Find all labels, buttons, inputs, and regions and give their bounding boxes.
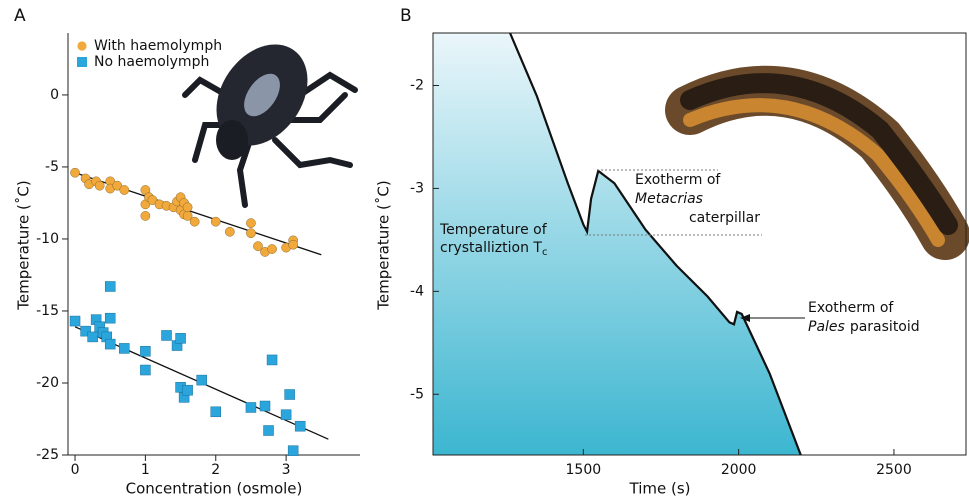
annotation-part: Pales <box>808 319 845 335</box>
point <box>95 181 104 190</box>
point <box>211 407 221 417</box>
point <box>140 365 150 375</box>
x-tick-label: 2 <box>211 462 220 478</box>
annotation-part: c <box>542 247 548 258</box>
x-tick-label: 1 <box>141 462 150 478</box>
point <box>260 401 270 411</box>
y-tick-label: -5 <box>410 386 424 402</box>
point <box>295 421 305 431</box>
page: {"chart_data": [ {"type": "scatter", "pa… <box>0 0 969 500</box>
point <box>105 339 115 349</box>
point <box>105 313 115 323</box>
point <box>141 211 150 220</box>
panel-label: B <box>400 6 412 26</box>
y-tick-label: -2 <box>410 77 424 93</box>
point <box>246 219 255 228</box>
point <box>183 203 192 212</box>
y-tick-label: -4 <box>410 283 424 299</box>
point <box>70 316 80 326</box>
annotation: crystalliztion Tc <box>440 240 547 258</box>
x-axis-label: Time (s) <box>629 480 691 498</box>
x-tick-label: 1500 <box>566 462 602 478</box>
point <box>119 343 129 353</box>
y-axis-label: Temperature (˚C) <box>15 180 33 310</box>
annotation-part: crystalliztion T <box>440 240 542 256</box>
legend-marker <box>77 57 87 67</box>
annotation: Temperature of <box>439 222 548 238</box>
x-tick-label: 0 <box>71 462 80 478</box>
y-tick-label: -20 <box>36 375 59 391</box>
point <box>120 185 129 194</box>
x-tick-label: 3 <box>282 462 291 478</box>
x-tick-label: 2500 <box>876 462 912 478</box>
point <box>183 385 193 395</box>
x-axis-label: Concentration (osmole) <box>126 480 303 498</box>
y-tick-label: 0 <box>50 87 59 103</box>
y-tick-label: -15 <box>36 303 59 319</box>
y-tick-label: -5 <box>45 159 59 175</box>
point <box>225 227 234 236</box>
point <box>197 375 207 385</box>
point <box>289 240 298 249</box>
point <box>285 390 295 400</box>
annotation-part: parasitoid <box>850 319 920 335</box>
point <box>88 332 98 342</box>
figure: A B Concentration (osmole) Temperature (… <box>0 0 969 500</box>
point <box>288 446 298 456</box>
point <box>246 402 256 412</box>
annotation: caterpillar <box>689 210 760 226</box>
annotation: Exotherm of <box>808 300 894 316</box>
point <box>162 330 172 340</box>
legend-marker <box>77 41 86 50</box>
annotation: Metacrias <box>635 191 703 207</box>
point <box>190 217 199 226</box>
y-tick-label: -10 <box>36 231 59 247</box>
y-tick-label: -25 <box>36 447 59 463</box>
y-tick-label: -3 <box>410 180 424 196</box>
annotation: Exotherm of <box>635 172 721 188</box>
legend-label: With haemolymph <box>94 38 222 54</box>
point <box>264 426 274 436</box>
y-axis-label: Temperature (˚C) <box>375 180 393 310</box>
point <box>70 168 79 177</box>
point <box>267 355 277 365</box>
annotation: Pales parasitoid <box>808 319 920 335</box>
legend-label: No haemolymph <box>94 54 209 70</box>
point <box>281 410 291 420</box>
x-tick-label: 2000 <box>721 462 757 478</box>
point <box>105 281 115 291</box>
point <box>211 217 220 226</box>
point <box>267 244 276 253</box>
point <box>176 333 186 343</box>
point <box>246 229 255 238</box>
panel-label: A <box>14 6 26 26</box>
point <box>140 346 150 356</box>
